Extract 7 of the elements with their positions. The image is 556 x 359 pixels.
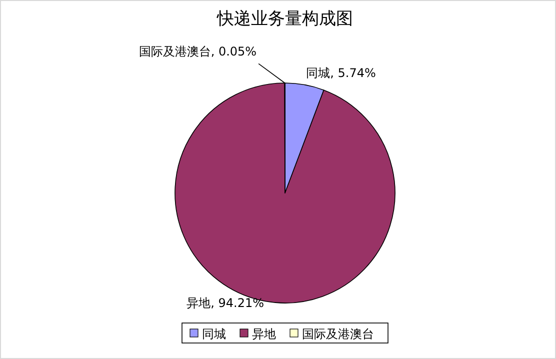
- legend-label: 国际及港澳台: [302, 327, 374, 341]
- data-label: 同城, 5.74%: [306, 66, 376, 80]
- data-label: 国际及港澳台, 0.05%: [138, 44, 257, 59]
- chart-title: 快递业务量构成图: [216, 9, 353, 29]
- legend-label: 异地: [252, 327, 276, 341]
- data-label: 异地, 94.21%: [186, 296, 264, 310]
- legend-label: 同城: [202, 327, 226, 341]
